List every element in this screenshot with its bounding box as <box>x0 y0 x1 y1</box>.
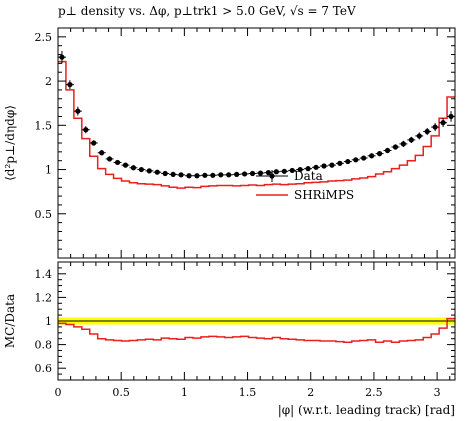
y-tick-label: 1.5 <box>35 119 53 132</box>
chart-title-text: p⊥ density vs. Δφ, p⊥trk1 > 5.0 GeV, √s … <box>58 4 356 18</box>
data-point <box>145 168 154 174</box>
data-point <box>153 169 162 175</box>
data-point <box>169 171 178 178</box>
data-point <box>407 136 416 143</box>
data-point <box>216 172 225 178</box>
data-point <box>320 163 328 169</box>
x-axis-label: |φ| (w.r.t. leading track) [rad] <box>278 403 455 417</box>
ratio-y-tick-label: 0.8 <box>35 339 53 352</box>
legend-entry-shrimps: SHRiMPS <box>256 188 354 202</box>
ratio-y-axis-label: MC/Data <box>3 294 17 348</box>
data-point <box>375 150 384 157</box>
main-panel: 0.5 1 1.5 2 2.5 ⟨d²p⊥/dηdφ⟩ Data SHRiMPS <box>3 27 456 259</box>
chart-title: p⊥ density vs. Δφ, p⊥trk1 > 5.0 GeV, √s … <box>58 4 356 18</box>
ratio-y-tick-label: 1.4 <box>35 268 53 281</box>
y-tick-label: 2.5 <box>35 31 53 44</box>
data-point <box>431 123 440 132</box>
y-tick-label: 2 <box>45 75 52 88</box>
x-tick-label: 3 <box>434 386 441 399</box>
data-point <box>65 80 74 90</box>
data-point <box>161 170 170 177</box>
data-point <box>439 118 448 128</box>
data-point <box>359 155 368 161</box>
data-point <box>296 166 305 173</box>
data-point <box>415 132 424 140</box>
shrimps-main-line <box>58 60 455 189</box>
data-point <box>224 172 233 178</box>
data-point <box>391 144 400 150</box>
data-point <box>272 169 281 175</box>
data-point <box>105 156 114 162</box>
data-point <box>383 147 392 154</box>
data-point <box>232 171 241 178</box>
data-point <box>264 170 273 176</box>
data-point <box>121 162 130 168</box>
y-tick-label: 0.5 <box>35 208 53 221</box>
data-point <box>351 157 360 163</box>
data-point <box>192 173 201 179</box>
y-tick-label: 1 <box>45 164 52 177</box>
main-y-axis-label: ⟨d²p⊥/dηdφ⟩ <box>3 105 17 181</box>
legend: Data SHRiMPS <box>256 169 354 202</box>
x-tick-label: 1 <box>181 386 188 399</box>
ratio-panel: 0.6 0.8 1 1.2 1.4 0 0.5 1 1.5 2 2.5 3 MC/Data |φ| (w.… <box>3 261 456 417</box>
data-point <box>185 173 193 179</box>
data-point <box>240 171 249 177</box>
data-point <box>399 140 408 147</box>
legend-label-data: Data <box>294 169 323 183</box>
data-point <box>113 159 122 166</box>
data-point <box>177 172 186 178</box>
x-tick-label: 2.5 <box>365 386 383 399</box>
legend-entry-data: Data <box>256 169 323 183</box>
ratio-y-tick-label: 1.2 <box>35 291 53 304</box>
shrimps-ratio-line <box>58 317 455 343</box>
data-point <box>280 168 289 174</box>
x-tick-label: 0.5 <box>112 386 130 399</box>
data-point <box>129 165 138 171</box>
data-point <box>208 172 217 178</box>
data-point <box>367 153 376 159</box>
legend-label-shrimps: SHRiMPS <box>294 188 354 202</box>
data-point <box>288 167 297 174</box>
ratio-y-tick-label: 0.6 <box>35 362 53 375</box>
x-tick-label: 2 <box>307 386 314 399</box>
ratio-y-tick-label: 1 <box>45 315 52 328</box>
data-point <box>327 162 336 168</box>
data-point <box>57 51 66 64</box>
data-point <box>423 127 432 136</box>
data-point <box>81 126 90 134</box>
data-point <box>137 166 146 173</box>
data-point <box>248 170 257 177</box>
data-point <box>335 160 344 166</box>
data-point <box>343 158 352 165</box>
x-tick-label: 1.5 <box>239 386 257 399</box>
main-plot-frame <box>57 27 456 259</box>
data-point <box>73 106 82 116</box>
data-point <box>97 150 106 156</box>
data-point <box>312 164 321 170</box>
data-point <box>304 166 313 172</box>
x-tick-label: 0 <box>55 386 62 399</box>
data-point <box>256 170 265 176</box>
data-point <box>200 172 209 178</box>
data-point <box>89 140 98 146</box>
